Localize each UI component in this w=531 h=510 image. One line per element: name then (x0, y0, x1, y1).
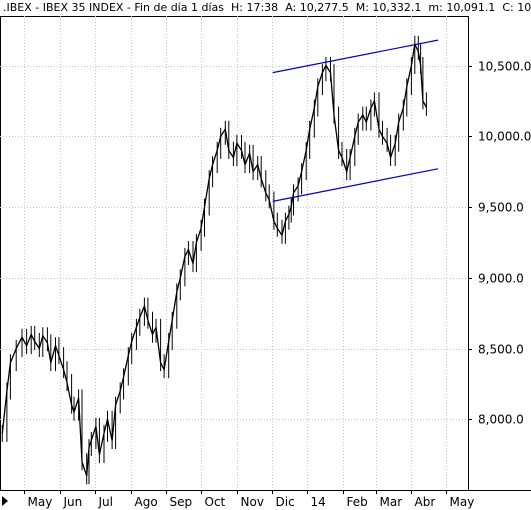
x-tick-label: Dic (276, 495, 295, 509)
x-tick-label: Abr (415, 495, 436, 509)
x-tick-label: Nov (241, 495, 264, 509)
header-low: m: 10,091.1 (428, 1, 496, 14)
x-tick-label: Jun (63, 495, 83, 509)
y-tick-label: 8,500.0 (478, 343, 524, 357)
x-tick-label: Ago (135, 495, 158, 509)
header-hour: H: 17:38 (231, 1, 279, 14)
y-tick-label: 9,500.0 (478, 201, 524, 215)
y-tick-label: 10,000.0 (478, 130, 531, 144)
trend-channel-line (272, 168, 439, 202)
trend-channel-line (272, 39, 439, 74)
x-tick-label: May (450, 495, 475, 509)
y-tick-label: 8,000.0 (478, 413, 524, 427)
x-tick-label: 14 (311, 495, 326, 509)
price-series-line (1, 42, 427, 477)
x-tick-label: May (28, 495, 53, 509)
x-tick-label: Feb (347, 495, 368, 509)
header-close: C: 10,205 (502, 1, 531, 14)
header-symbol: .IBEX - IBEX 35 INDEX (3, 1, 124, 14)
scroll-left-arrow-icon[interactable] (2, 496, 8, 506)
y-tick-label: 10,500.0 (478, 60, 531, 74)
x-tick-label: Sep (170, 495, 193, 509)
header-high: M: 10,332.1 (355, 1, 422, 14)
y-tick-label: 9,000.0 (478, 272, 524, 286)
header-open: A: 10,277.5 (285, 1, 349, 14)
header-period: Fin de día 1 días (134, 1, 224, 14)
x-tick-label: Oct (205, 495, 226, 509)
x-tick-label: Jul (98, 495, 113, 509)
chart-header: .IBEX - IBEX 35 INDEX - Fin de día 1 día… (0, 0, 531, 16)
x-tick-label: Mar (380, 495, 403, 509)
